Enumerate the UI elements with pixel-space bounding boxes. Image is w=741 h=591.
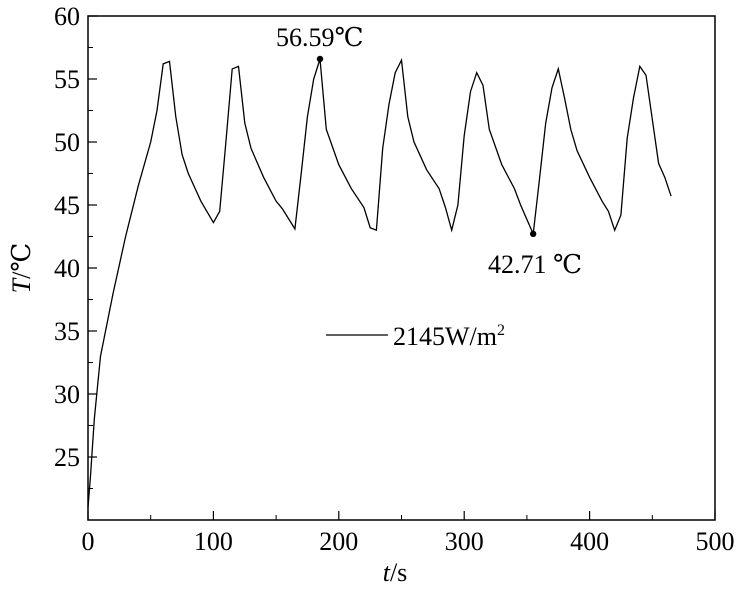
annotation-marker xyxy=(529,230,537,238)
legend-label: 2145W/m2 xyxy=(393,322,505,351)
y-axis-unit: /℃ xyxy=(7,243,36,279)
y-tick-label: 40 xyxy=(54,254,80,283)
legend-label-base: 2145W/m xyxy=(393,322,497,351)
x-axis-unit: /s xyxy=(390,558,407,587)
annotation-max-label: 56.59℃ xyxy=(276,23,364,52)
axis-tick-labels: 0 100 200 300 400 500 25 30 35 40 45 50 55 60 xyxy=(54,2,735,556)
y-tick-label: 45 xyxy=(54,191,80,220)
y-tick-label: 25 xyxy=(54,443,80,472)
x-tick-label: 200 xyxy=(319,527,358,556)
x-tick-label: 0 xyxy=(82,527,95,556)
x-tick-label: 400 xyxy=(570,527,609,556)
plot-area-frame xyxy=(87,15,716,521)
legend-label-superscript: 2 xyxy=(497,322,505,339)
y-axis-variable: T xyxy=(7,277,36,293)
x-tick-label: 500 xyxy=(696,527,735,556)
y-tick-label: 35 xyxy=(54,317,80,346)
y-tick-label: 60 xyxy=(54,2,80,31)
x-tick-label: 300 xyxy=(445,527,484,556)
annotation-markers xyxy=(316,55,537,238)
x-tick-label: 100 xyxy=(194,527,233,556)
x-axis-title: t/s xyxy=(383,558,408,587)
x-axis-variable: t xyxy=(383,558,391,587)
y-axis-title: T/℃ xyxy=(7,243,36,294)
annotation-min-label: 42.71 ℃ xyxy=(488,250,582,279)
legend: 2145W/m2 xyxy=(326,322,505,351)
axis-ticks xyxy=(87,15,716,520)
annotation-marker xyxy=(316,55,324,63)
y-tick-label: 50 xyxy=(54,128,80,157)
y-tick-label: 55 xyxy=(54,65,80,94)
series-line-2145 xyxy=(87,57,672,508)
y-tick-label: 30 xyxy=(54,380,80,409)
